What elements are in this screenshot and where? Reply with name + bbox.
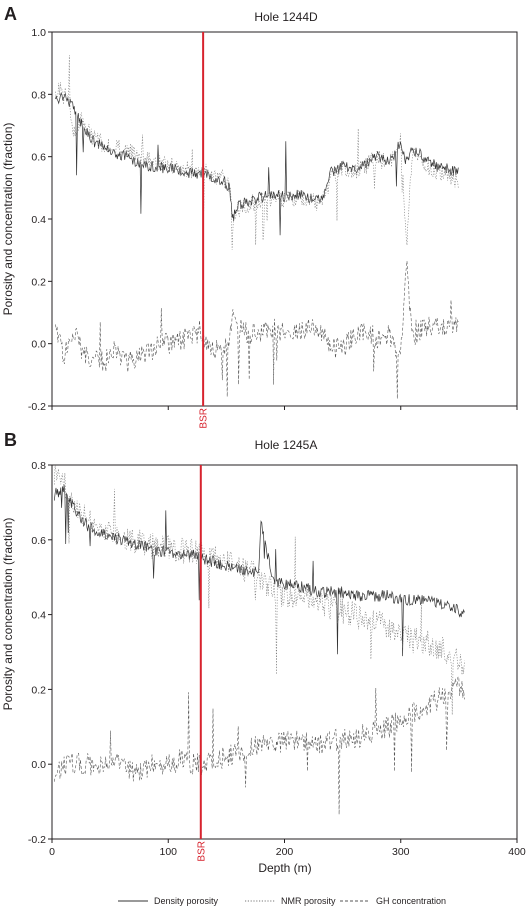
- panel-hole-1245a: B Hole 1245A Porosity and concentration …: [1, 430, 526, 875]
- y-tick-label: 0.0: [31, 339, 46, 351]
- series-line-gh-concentration: [54, 676, 465, 815]
- ticks-a: -0.2 0.0 0.2 0.4 0.6 0.8 1.0: [28, 27, 518, 413]
- y-tick-label: 0.2: [31, 684, 46, 696]
- legend: Density porosity NMR porosity GH concent…: [118, 896, 446, 906]
- legend-label-gh: GH concentration: [376, 896, 446, 906]
- panel-letter-b: B: [4, 430, 17, 450]
- y-axis-label-a: Porosity and concentration (fraction): [1, 123, 15, 316]
- legend-label-density: Density porosity: [154, 896, 219, 906]
- bsr-label-b: BSR: [196, 841, 207, 862]
- plot-frame-b: [51, 464, 518, 840]
- y-tick-label: 0.8: [31, 89, 46, 101]
- plot-frame-a: [51, 31, 518, 407]
- y-tick-label: 0.4: [31, 214, 46, 226]
- y-tick-label: 0.6: [31, 152, 46, 164]
- x-tick-label: 400: [508, 846, 526, 858]
- series-layer-b: [53, 464, 465, 815]
- series-layer-a: [55, 55, 459, 399]
- series-line-gh-concentration: [55, 260, 459, 399]
- panel-hole-1244d: A Hole 1244D Porosity and concentration …: [1, 4, 518, 429]
- y-tick-label: 0.2: [31, 276, 46, 288]
- legend-item-gh: GH concentration: [340, 896, 446, 906]
- x-tick-label: 200: [276, 846, 294, 858]
- x-tick-label: 300: [392, 846, 410, 858]
- panel-letter-a: A: [4, 4, 17, 24]
- y-tick-label: 1.0: [31, 27, 46, 39]
- series-line-density-porosity: [53, 484, 465, 657]
- legend-item-density: Density porosity: [118, 896, 219, 906]
- y-tick-label: -0.2: [28, 401, 46, 413]
- y-tick-label: -0.2: [28, 834, 46, 846]
- x-axis-label: Depth (m): [258, 861, 311, 875]
- legend-label-nmr: NMR porosity: [281, 896, 336, 906]
- series-line-nmr-porosity: [55, 55, 459, 250]
- series-line-density-porosity: [55, 91, 459, 236]
- y-axis-label-b: Porosity and concentration (fraction): [1, 518, 15, 711]
- bsr-label-a: BSR: [199, 408, 210, 429]
- y-tick-label: 0.0: [31, 759, 46, 771]
- y-tick-label: 0.8: [31, 460, 46, 472]
- ticks-b: -0.2 0.0 0.2 0.4 0.6 0.8 0 100 200 300 400: [28, 460, 526, 858]
- y-tick-label: 0.4: [31, 610, 46, 622]
- series-line-nmr-porosity: [54, 464, 465, 715]
- chart-title-b: Hole 1245A: [255, 438, 318, 452]
- x-tick-label: 100: [159, 846, 177, 858]
- x-tick-label: 0: [49, 846, 55, 858]
- chart-title-a: Hole 1244D: [254, 10, 318, 24]
- legend-item-nmr: NMR porosity: [245, 896, 336, 906]
- y-tick-label: 0.6: [31, 535, 46, 547]
